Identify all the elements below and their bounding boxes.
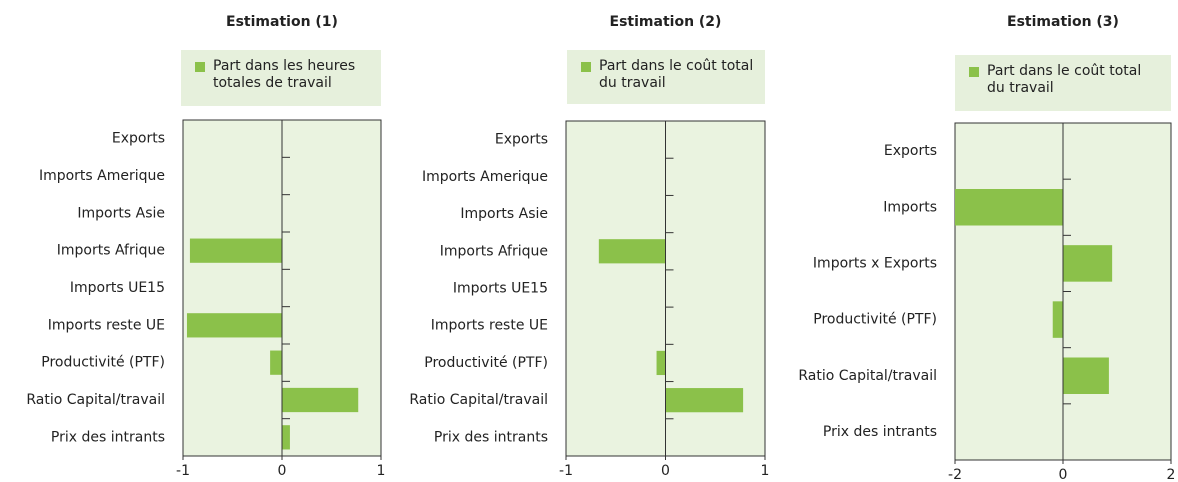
chart-title: Estimation (2)	[610, 14, 722, 30]
category-label: Imports	[883, 199, 937, 215]
category-label: Ratio Capital/travail	[26, 392, 165, 408]
category-label: Imports Amerique	[39, 168, 165, 184]
bar	[1063, 357, 1109, 395]
x-tick-label: 0	[278, 463, 287, 479]
category-label: Imports Amerique	[422, 169, 548, 185]
bar	[1052, 301, 1063, 338]
category-label: Imports Afrique	[57, 243, 165, 259]
bar	[270, 350, 282, 375]
x-tick-label: 0	[661, 463, 670, 479]
category-label: Ratio Capital/travail	[798, 368, 937, 384]
legend-label: Part dans les heures totales de travail	[213, 58, 356, 91]
category-label: Prix des intrants	[434, 429, 548, 445]
legend-swatch	[195, 62, 205, 72]
x-tick-label: 1	[377, 463, 386, 479]
bar	[282, 387, 359, 413]
category-label: Imports Afrique	[440, 243, 548, 259]
legend-label: Part dans le coût total du travail	[987, 63, 1142, 96]
category-label: Exports	[495, 132, 548, 148]
x-tick-label: -2	[948, 467, 962, 482]
category-label: Exports	[112, 131, 165, 147]
category-label: Prix des intrants	[51, 429, 165, 445]
legend: Part dans les heures totales de travail	[181, 50, 381, 106]
category-label: Imports reste UE	[431, 318, 548, 334]
category-label: Productivité (PTF)	[813, 312, 937, 328]
category-label: Productivité (PTF)	[424, 355, 548, 371]
bar	[186, 313, 282, 338]
category-label: Productivité (PTF)	[41, 355, 165, 371]
category-label: Ratio Capital/travail	[409, 392, 548, 408]
x-tick-label: -1	[559, 463, 573, 479]
bar	[955, 188, 1063, 226]
category-label: Imports UE15	[70, 280, 165, 296]
legend: Part dans le coût total du travail	[567, 50, 765, 104]
category-label: Imports Asie	[460, 206, 548, 222]
chart-title: Estimation (1)	[226, 14, 338, 30]
category-label: Exports	[884, 143, 937, 159]
chart-title: Estimation (3)	[1007, 14, 1119, 30]
x-tick-label: 1	[761, 463, 770, 479]
legend-swatch	[581, 62, 591, 72]
category-label: Imports Asie	[77, 205, 165, 221]
legend: Part dans le coût total du travail	[955, 55, 1171, 111]
legend-label: Part dans le coût total du travail	[599, 58, 754, 91]
category-label: Prix des intrants	[823, 424, 937, 440]
legend-swatch	[969, 67, 979, 77]
bar	[1063, 245, 1113, 282]
bar	[656, 350, 666, 376]
x-tick-label: 2	[1167, 467, 1176, 482]
category-label: Imports x Exports	[813, 255, 937, 271]
bar	[598, 239, 666, 264]
bar	[282, 425, 290, 450]
x-tick-label: -1	[176, 463, 190, 479]
category-label: Imports UE15	[453, 281, 548, 297]
bar	[189, 238, 282, 263]
category-label: Imports reste UE	[48, 317, 165, 333]
x-tick-label: 0	[1059, 467, 1068, 482]
bar	[665, 388, 744, 413]
